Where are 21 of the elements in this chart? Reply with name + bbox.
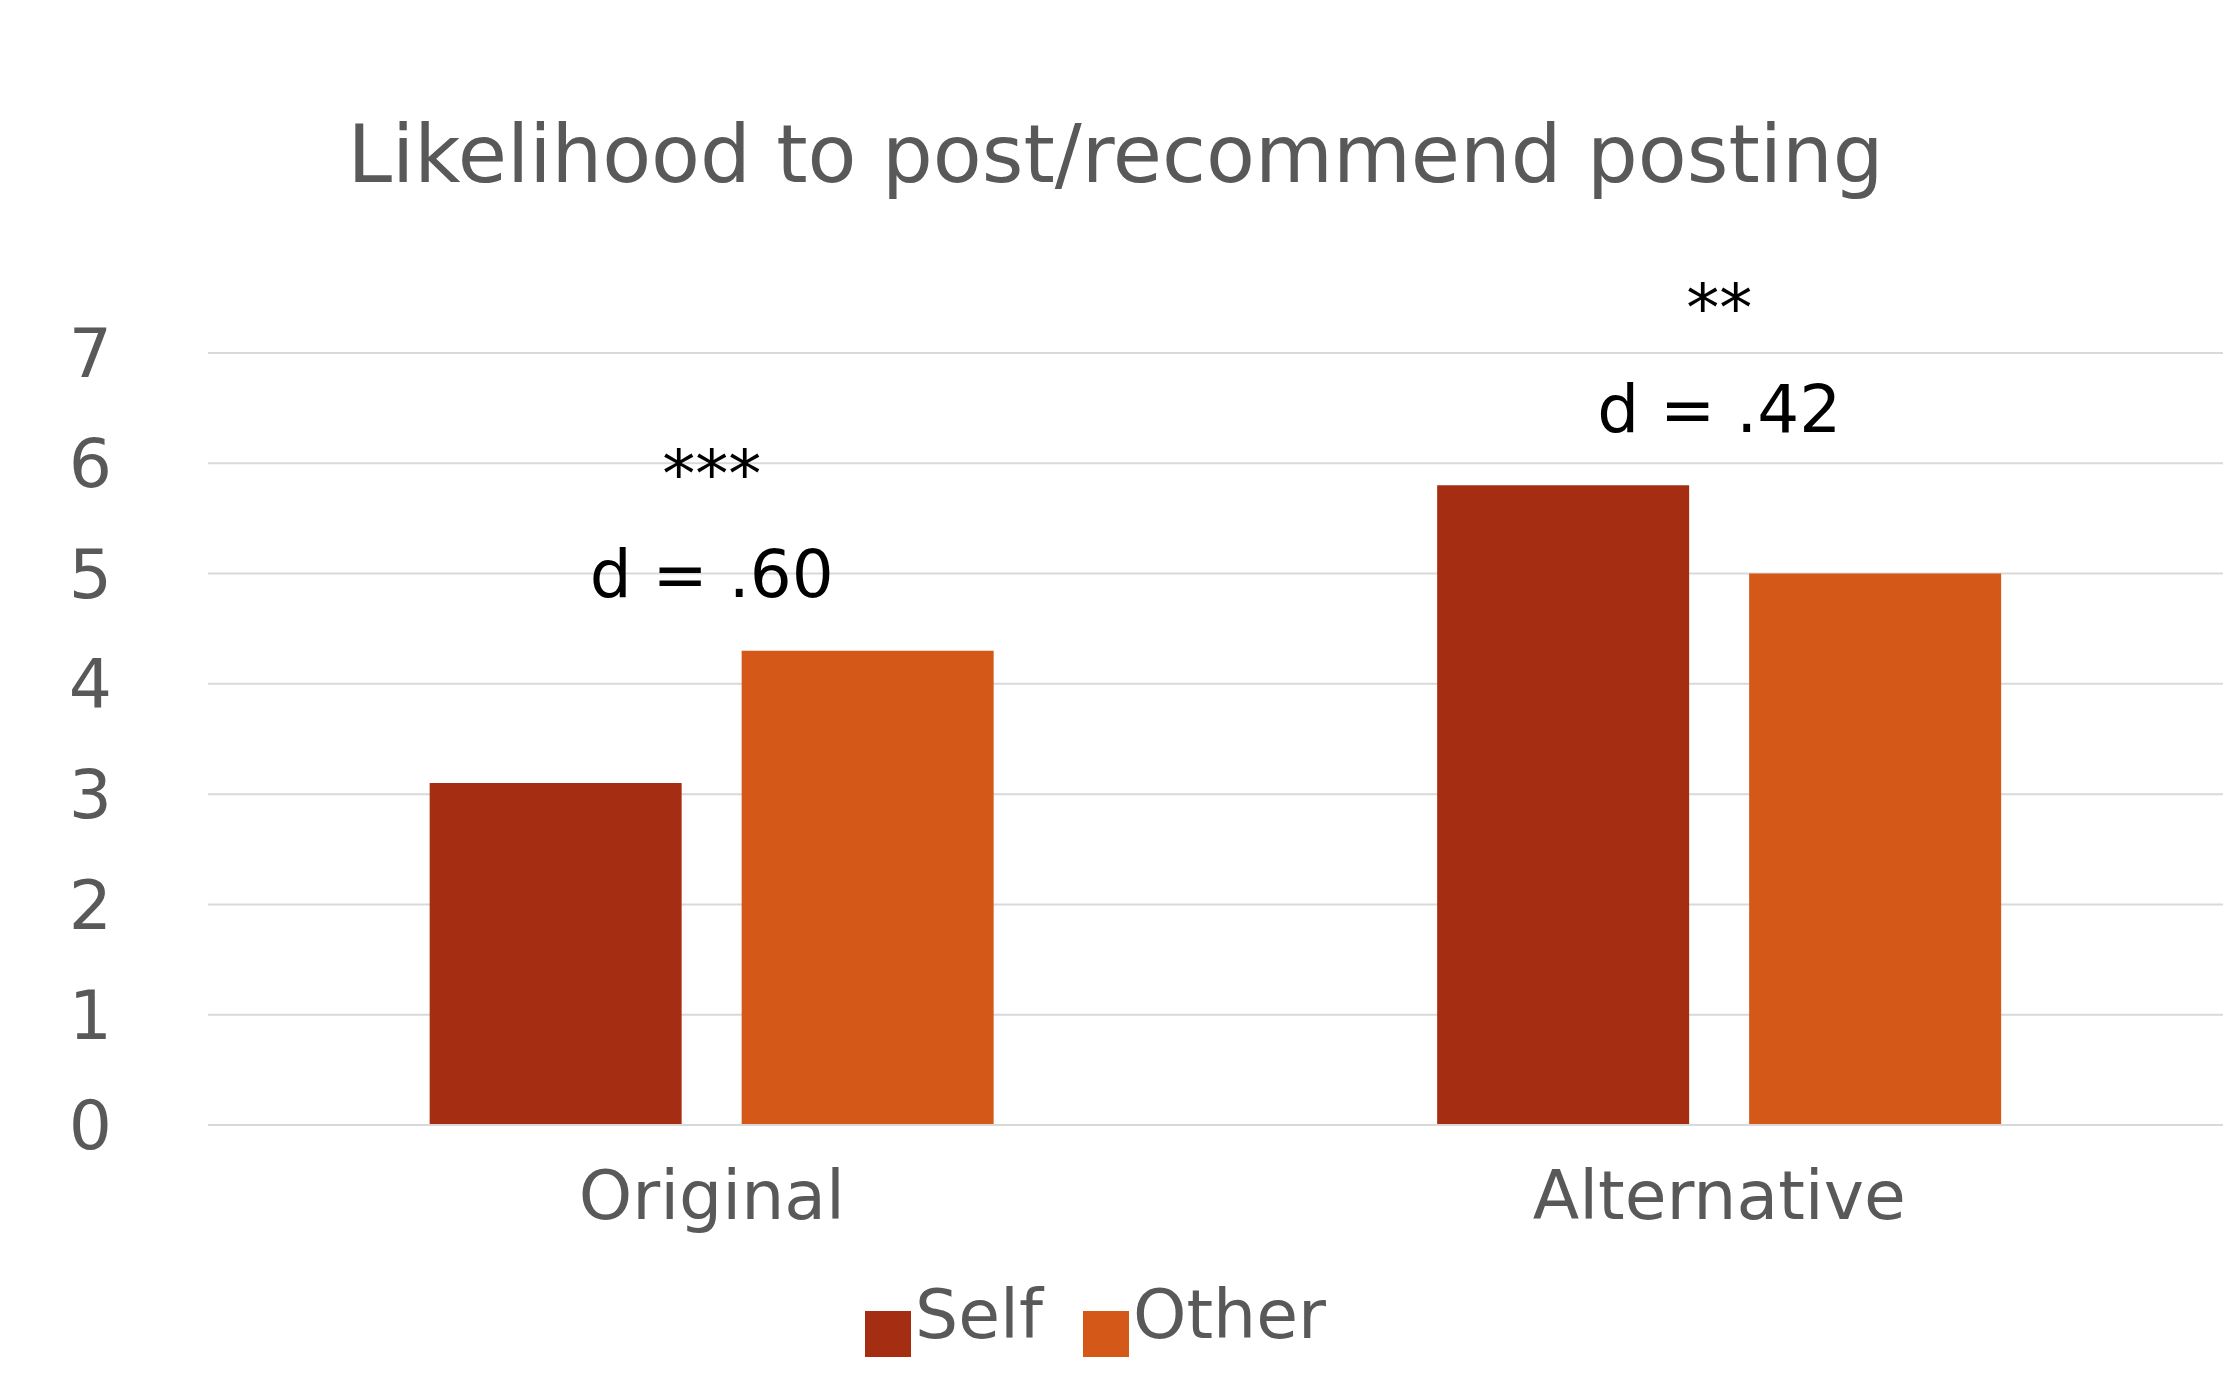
y-tick-label: 3 <box>68 755 112 835</box>
bar <box>741 650 994 1125</box>
text: ** <box>1686 270 1753 348</box>
y-tick-label: 4 <box>68 645 112 724</box>
y-tick-label: 5 <box>68 534 112 614</box>
annotation: d = .60 <box>589 536 834 613</box>
y-tick-label: 7 <box>68 314 112 394</box>
legend-label: Other <box>1132 1275 1326 1354</box>
y-tick-label: 0 <box>68 1086 112 1166</box>
y-tick-label: 2 <box>68 865 112 945</box>
x-tick-label: Original <box>578 1156 845 1236</box>
annotation: d = .42 <box>1597 370 1842 448</box>
bar <box>1749 573 2002 1125</box>
chart-title: Likelihood to post/recommend posting <box>346 108 1885 201</box>
x-tick-label: Alternative <box>1532 1156 1906 1236</box>
legend-label: Self <box>915 1275 1043 1354</box>
bar <box>1437 485 1690 1125</box>
y-tick-label: 1 <box>68 975 112 1055</box>
bar <box>429 783 682 1125</box>
y-tick-label: 6 <box>68 424 112 504</box>
annotation: *** <box>662 435 762 513</box>
